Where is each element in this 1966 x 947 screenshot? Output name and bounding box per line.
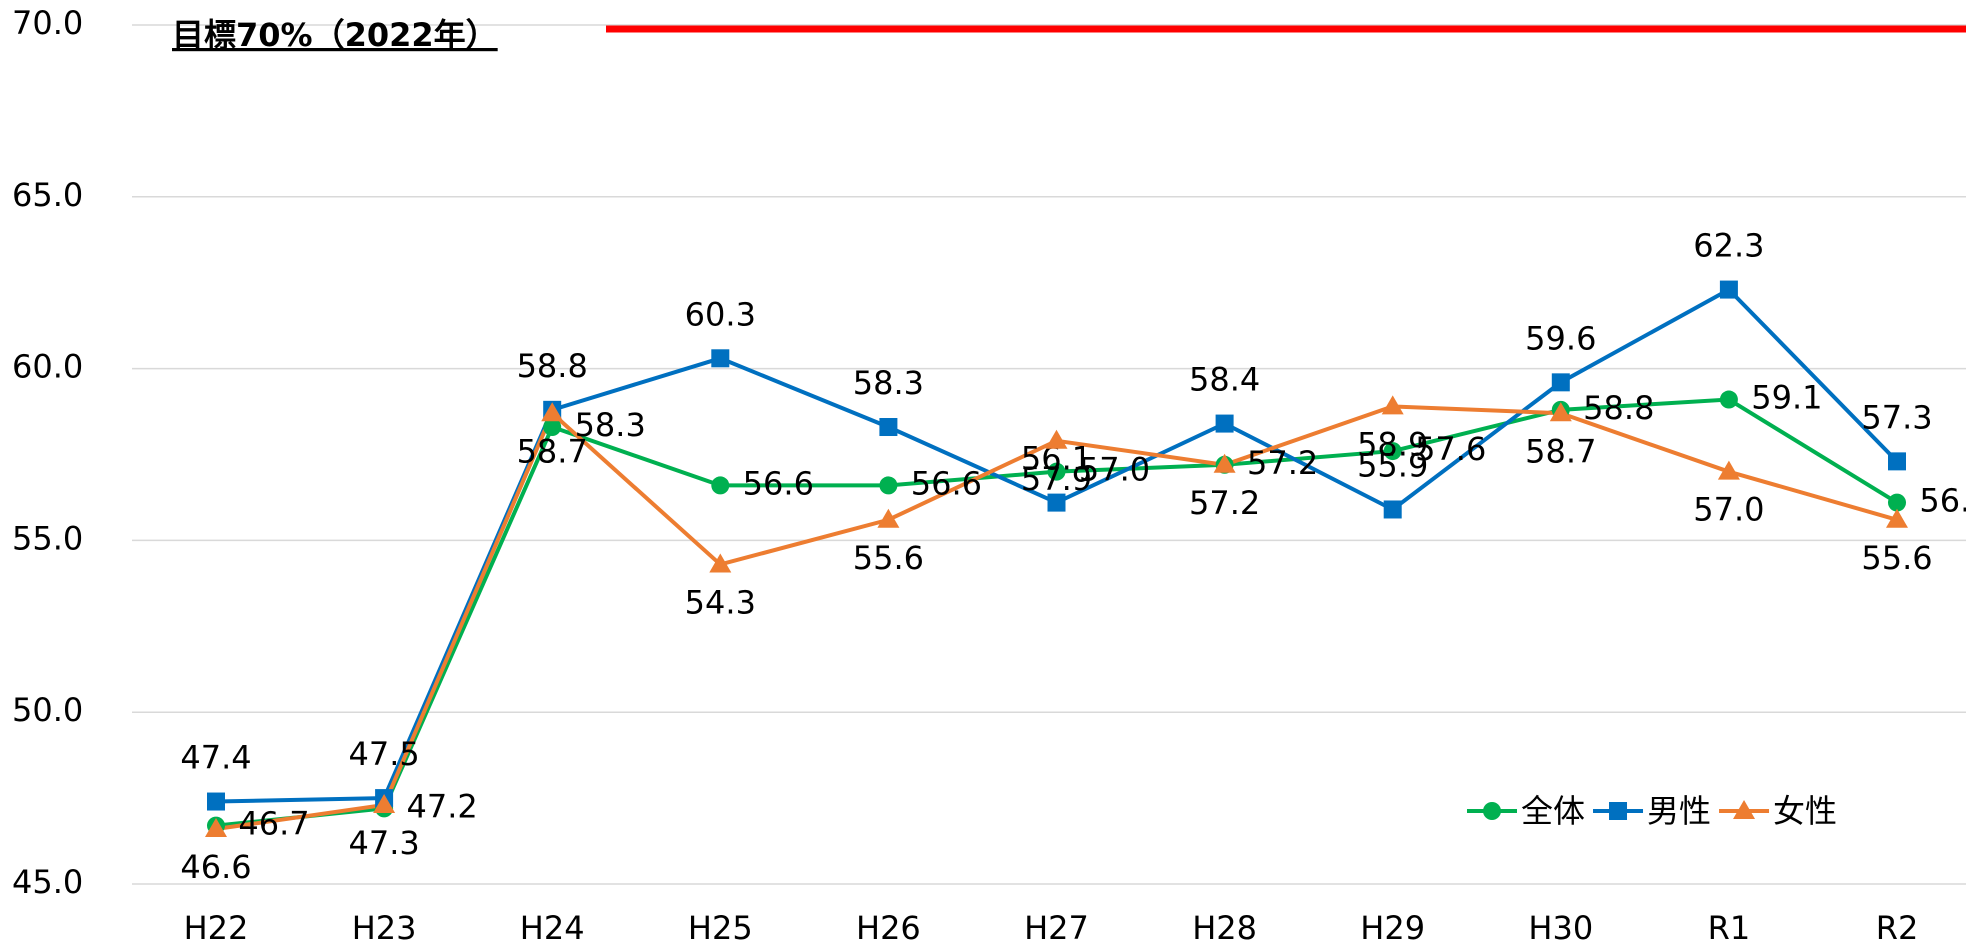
point bbox=[543, 418, 562, 437]
x-tick-label: H23 bbox=[352, 909, 417, 947]
data-label: 46.6 bbox=[180, 848, 251, 886]
data-label: 55.9 bbox=[1357, 446, 1428, 484]
data-label: 58.4 bbox=[1189, 361, 1260, 399]
point bbox=[1888, 493, 1906, 512]
data-label: 55.6 bbox=[853, 539, 924, 577]
data-label: 57.2 bbox=[1247, 444, 1318, 482]
point bbox=[1047, 462, 1066, 481]
legend-label: 男性 bbox=[1647, 792, 1711, 830]
data-label: 54.3 bbox=[685, 583, 756, 621]
marks: 46.7 47.2 58.3 56.6 56.6 57.0 57.2 57.6 58.8 59.1… bbox=[180, 227, 1966, 886]
point bbox=[1215, 414, 1234, 433]
legend-label: 全体 bbox=[1521, 792, 1585, 830]
point bbox=[1717, 460, 1740, 480]
point bbox=[711, 349, 730, 368]
x-tick-label: H25 bbox=[688, 909, 753, 947]
data-label: 59.6 bbox=[1525, 319, 1596, 357]
point bbox=[711, 476, 730, 495]
data-label: 55.6 bbox=[1861, 539, 1932, 577]
x-tick-label: H29 bbox=[1360, 909, 1425, 947]
y-tick-label: 45.0 bbox=[12, 863, 83, 901]
point bbox=[1719, 280, 1738, 299]
point bbox=[879, 476, 898, 495]
data-label: 47.2 bbox=[406, 787, 477, 825]
data-label: 60.3 bbox=[685, 295, 756, 333]
point bbox=[1381, 395, 1404, 415]
x-tick-label: R2 bbox=[1876, 909, 1919, 947]
y-tick-label: 60.0 bbox=[12, 348, 83, 386]
data-label: 56.6 bbox=[911, 464, 982, 502]
data-label: 57.9 bbox=[1021, 460, 1092, 498]
point bbox=[373, 793, 396, 813]
y-tick-label: 70.0 bbox=[12, 4, 83, 42]
series-line bbox=[215, 287, 1899, 804]
data-label: 47.4 bbox=[180, 739, 251, 777]
data-label: 47.3 bbox=[348, 824, 419, 862]
data-label: 58.7 bbox=[1525, 432, 1596, 470]
data-label: 58.8 bbox=[1583, 389, 1654, 427]
data-label: 56.1 bbox=[1919, 482, 1966, 520]
x-tick-label: H28 bbox=[1192, 909, 1257, 947]
data-label: 57.2 bbox=[1189, 484, 1260, 522]
point bbox=[1719, 390, 1738, 409]
point bbox=[1549, 402, 1572, 422]
y-tick-label: 50.0 bbox=[12, 691, 83, 729]
data-label: 58.7 bbox=[517, 432, 588, 470]
point bbox=[1383, 442, 1402, 461]
x-tick-label: R1 bbox=[1708, 909, 1751, 947]
x-tick-label: H26 bbox=[856, 909, 921, 947]
point bbox=[205, 818, 227, 838]
data-label: 57.6 bbox=[1415, 430, 1486, 468]
target-label: 目標70%（2022年） bbox=[172, 16, 498, 54]
point bbox=[1551, 373, 1570, 392]
point bbox=[1047, 493, 1066, 512]
grid: 45.0 50.0 55.0 60.0 65.0 70.0 H22 H23 H24 H25 H26 H… bbox=[12, 4, 1966, 947]
point bbox=[1045, 429, 1068, 449]
data-label: 58.3 bbox=[575, 406, 646, 444]
data-label: 58.8 bbox=[517, 347, 588, 385]
point bbox=[1733, 800, 1756, 819]
point bbox=[1888, 452, 1906, 471]
x-tick-label: H24 bbox=[520, 909, 585, 947]
data-label: 57.0 bbox=[1079, 451, 1150, 489]
data-label: 56.6 bbox=[743, 464, 814, 502]
data-label: 57.0 bbox=[1693, 491, 1764, 529]
data-label: 62.3 bbox=[1693, 227, 1764, 265]
point bbox=[1609, 802, 1628, 820]
point bbox=[1383, 500, 1402, 519]
lines bbox=[215, 287, 1899, 832]
data-label: 59.1 bbox=[1751, 379, 1822, 417]
point bbox=[877, 508, 900, 528]
point bbox=[1886, 508, 1908, 528]
y-tick-label: 55.0 bbox=[12, 519, 83, 557]
point bbox=[541, 402, 564, 422]
data-label: 47.5 bbox=[348, 735, 419, 773]
x-tick-label: H30 bbox=[1528, 909, 1593, 947]
y-tick-label: 65.0 bbox=[12, 176, 83, 214]
point bbox=[879, 418, 898, 437]
point bbox=[1213, 453, 1236, 473]
data-label: 57.3 bbox=[1861, 398, 1932, 436]
legend-label: 女性 bbox=[1773, 792, 1837, 830]
point bbox=[207, 792, 225, 811]
point bbox=[709, 553, 732, 573]
x-tick-label: H27 bbox=[1024, 909, 1089, 947]
point bbox=[1483, 802, 1501, 820]
data-label: 58.9 bbox=[1357, 425, 1428, 463]
x-tick-label: H22 bbox=[184, 909, 249, 947]
data-label: 58.3 bbox=[853, 364, 924, 402]
data-label: 46.7 bbox=[238, 805, 309, 843]
